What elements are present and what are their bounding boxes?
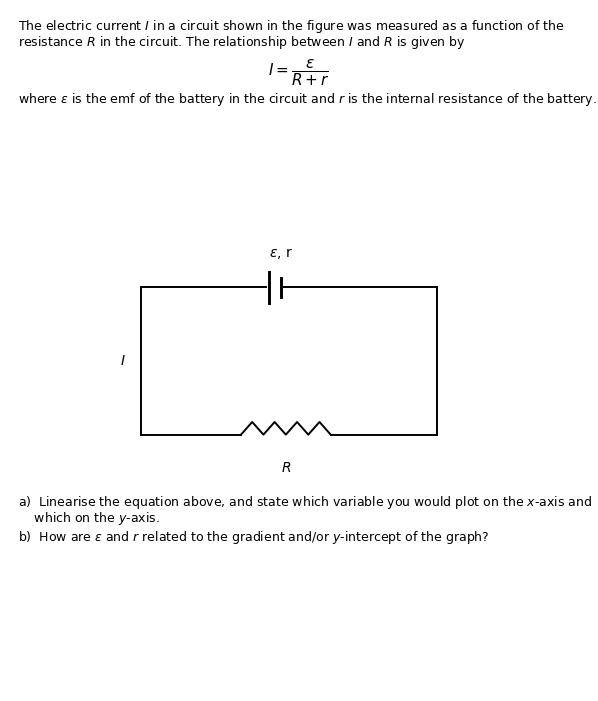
Text: which on the $y$-axis.: which on the $y$-axis. xyxy=(18,510,160,527)
Text: $I$: $I$ xyxy=(120,354,126,368)
Text: a)  Linearise the equation above, and state which variable you would plot on the: a) Linearise the equation above, and sta… xyxy=(18,494,592,511)
Text: $\varepsilon$, r: $\varepsilon$, r xyxy=(269,246,293,261)
Text: resistance $R$ in the circuit. The relationship between $I$ and $R$ is given by: resistance $R$ in the circuit. The relat… xyxy=(18,34,465,50)
Text: b)  How are $\varepsilon$ and $r$ related to the gradient and/or $y$-intercept o: b) How are $\varepsilon$ and $r$ related… xyxy=(18,529,490,546)
Text: $R$: $R$ xyxy=(280,461,291,475)
Text: $I = \dfrac{\varepsilon}{R+r}$: $I = \dfrac{\varepsilon}{R+r}$ xyxy=(268,58,330,88)
Text: where $\varepsilon$ is the emf of the battery in the circuit and $r$ is the inte: where $\varepsilon$ is the emf of the ba… xyxy=(18,91,597,108)
Text: The electric current $I$ in a circuit shown in the figure was measured as a func: The electric current $I$ in a circuit sh… xyxy=(18,18,565,34)
